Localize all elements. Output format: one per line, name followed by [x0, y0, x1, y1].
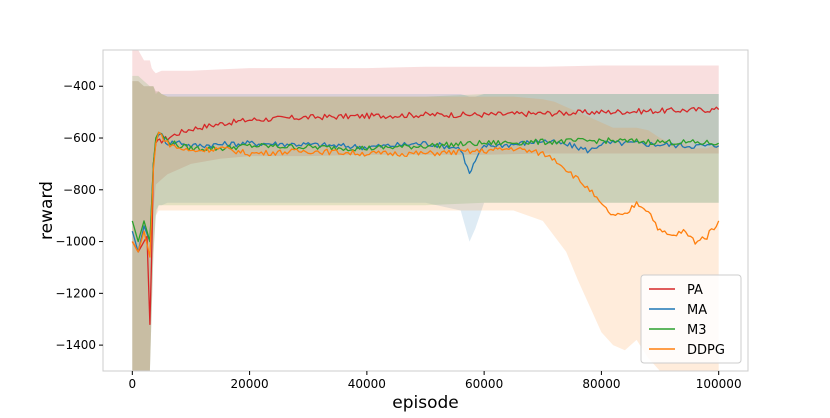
y-axis-label: reward: [37, 181, 57, 240]
y-tick-label: −1400: [55, 338, 96, 352]
x-axis-label: episode: [392, 393, 458, 413]
line-pa: [131, 106, 720, 326]
x-tick-label: 100000: [696, 377, 742, 391]
x-tick-label: 60000: [465, 377, 503, 391]
y-tick-label: −800: [63, 183, 96, 197]
y-axis-ticks: −400 −600 −800 −1000 −1200 −1400: [55, 79, 103, 352]
band-pa: [132, 50, 719, 371]
legend-label-m3: M3: [687, 323, 707, 338]
series-lines: [131, 106, 720, 326]
y-tick-label: −1000: [55, 235, 96, 249]
x-tick-label: 40000: [348, 377, 386, 391]
legend-label-ddpg: DDPG: [687, 343, 725, 358]
line-ddpg: [131, 131, 720, 258]
legend-box: [640, 274, 742, 364]
x-tick-label: 20000: [230, 377, 268, 391]
legend: PA MA M3 DDPG: [640, 274, 742, 364]
y-tick-label: −600: [63, 131, 96, 145]
y-tick-label: −1200: [55, 286, 96, 300]
y-tick-label: −400: [63, 79, 96, 93]
band-ma: [132, 81, 719, 371]
x-axis-ticks: 0 20000 40000 60000 80000 100000: [128, 371, 742, 391]
axes-frame: [102, 49, 749, 372]
x-tick-label: 80000: [582, 377, 620, 391]
confidence-bands: [132, 50, 719, 371]
line-ma: [131, 132, 720, 253]
legend-label-pa: PA: [687, 283, 703, 298]
band-ddpg: [132, 81, 719, 371]
band-m3: [132, 75, 719, 371]
legend-label-ma: MA: [687, 303, 707, 318]
x-tick-label: 0: [128, 377, 136, 391]
